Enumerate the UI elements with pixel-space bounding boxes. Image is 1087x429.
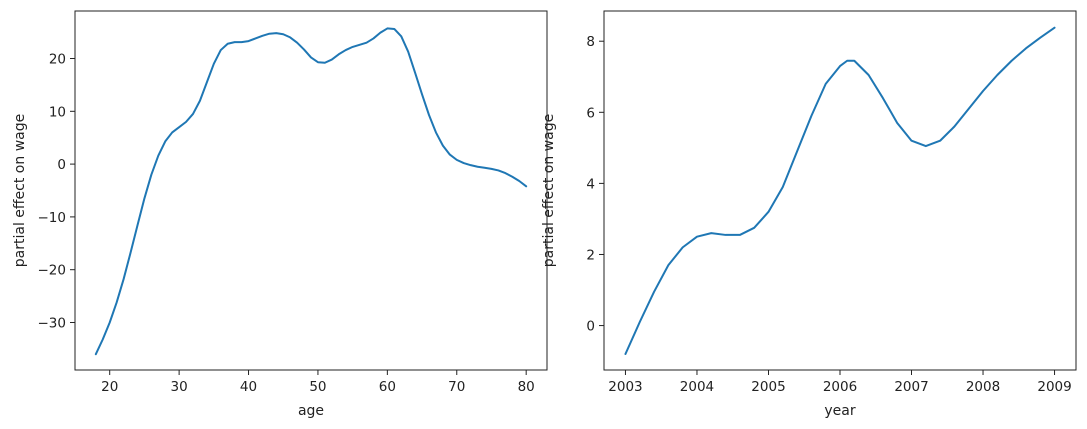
year-y-tick-label: 8: [586, 34, 595, 50]
year-y-axis-label: partial effect on wage: [541, 114, 557, 267]
year-x-tick-label: 2007: [894, 379, 928, 395]
year-y-tick-label: 6: [586, 105, 595, 121]
year-x-tick-label: 2008: [966, 379, 1000, 395]
year-y-tick-label: 2: [586, 247, 595, 263]
age-y-tick-label: 0: [57, 157, 66, 173]
age-x-tick-label: 30: [171, 379, 188, 395]
age-y-axis-label: partial effect on wage: [12, 114, 28, 267]
year-y-tick-label: 4: [586, 176, 595, 192]
year-x-tick-label: 2009: [1037, 379, 1071, 395]
year-x-tick-label: 2006: [823, 379, 857, 395]
age-y-tick-label: −20: [38, 263, 67, 279]
year-series-line: [624, 26, 1056, 355]
year-x-axis-label: year: [824, 403, 855, 419]
age-x-tick-label: 20: [101, 379, 118, 395]
age-y-tick-label: −30: [38, 315, 67, 331]
year-panel: 2003 2004 2005 2006 2007 2008 2009 0 2 4 6 8 year par…: [541, 10, 1077, 419]
year-x-tick-label: 2005: [751, 379, 785, 395]
year-x-tick-label: 2003: [608, 379, 642, 395]
age-x-tick-label: 70: [448, 379, 465, 395]
age-x-tick-label: 50: [309, 379, 326, 395]
year-y-tick-label: 0: [586, 319, 595, 335]
age-x-tick-label: 60: [379, 379, 396, 395]
age-series-line: [94, 27, 528, 356]
age-plot-frame: [74, 10, 548, 371]
age-y-tick-label: 10: [49, 104, 66, 120]
age-x-axis-label: age: [298, 403, 324, 419]
age-x-tick-label: 40: [240, 379, 257, 395]
age-y-tick-label: 20: [49, 52, 66, 68]
age-panel: 20 30 40 50 60 70 80 −30 −20 −10 0 10 20 age partial e…: [12, 10, 548, 419]
age-x-tick-label: 80: [518, 379, 535, 395]
year-x-tick-label: 2004: [680, 379, 714, 395]
age-y-tick-label: −10: [38, 210, 67, 226]
